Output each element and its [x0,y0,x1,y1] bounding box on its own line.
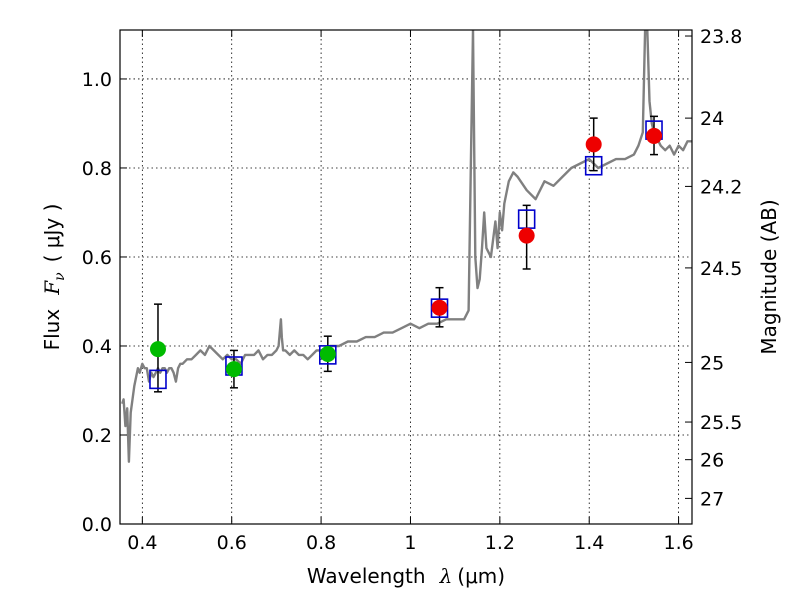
y-tick-label: 0.8 [82,158,112,180]
x-tick-label: 0.8 [306,532,336,554]
green-data-point [225,361,242,378]
model-square [584,155,603,176]
red-data-point [431,299,448,316]
green-data-point [149,341,166,358]
model-square [149,369,167,390]
red-data-point [518,227,535,244]
ticks: 0.4 0.6 0.8 1 1.2 1.4 1.6 0.0 0.2 0.4 0.6 0.8 1.0 23.… [82,26,743,554]
x-tick-label: 1.4 [574,532,604,554]
x-tick-label: 1 [404,532,416,554]
x-axis-label-text: Wavelength [307,564,426,588]
red-data-point [646,127,663,144]
y2-tick-label: 24.5 [700,258,742,280]
x-tick-label: 0.6 [217,532,247,554]
y2-tick-label: 25 [700,352,724,374]
y-axis-label-text: Flux [40,309,64,351]
x-axis-label-unit: (μm) [457,564,505,588]
y-axis-label-subscript: ν [52,272,68,281]
y2-tick-label: 24.2 [700,176,742,198]
x-tick-label: 1.6 [663,532,693,554]
x-axis-label-symbol: λ [439,564,453,588]
y-tick-label: 0.6 [82,247,112,269]
model-square [318,345,337,365]
red-data-point [585,136,602,153]
y-axis-label: Flux Fν ( μJy ) [40,204,68,351]
plot-frame [119,29,693,525]
y-axis-label-unit: ( μJy ) [40,204,64,263]
y2-tick-label: 26 [700,450,724,472]
y-tick-label: 0.2 [82,425,112,447]
plot-background [120,30,692,524]
y-tick-label: 0.4 [82,336,112,358]
y-axis-label-symbol: F [40,280,64,296]
y2-tick-label: 27 [700,488,724,510]
y2-tick-label: 24 [700,108,724,130]
y2-tick-label: 23.8 [700,26,742,48]
y-tick-label: 0.0 [82,514,112,536]
model-square [430,298,449,318]
data-layer [121,30,692,463]
x-axis-label: Wavelength λ (μm) [307,564,505,588]
x-tick-label: 0.4 [127,532,157,554]
y-tick-label: 1.0 [82,69,112,91]
y2-tick-label: 25.5 [700,412,742,434]
x-tick-label: 1.2 [485,532,515,554]
y2-axis-label: Magnitude (AB) [757,199,781,354]
green-data-point [319,345,336,362]
